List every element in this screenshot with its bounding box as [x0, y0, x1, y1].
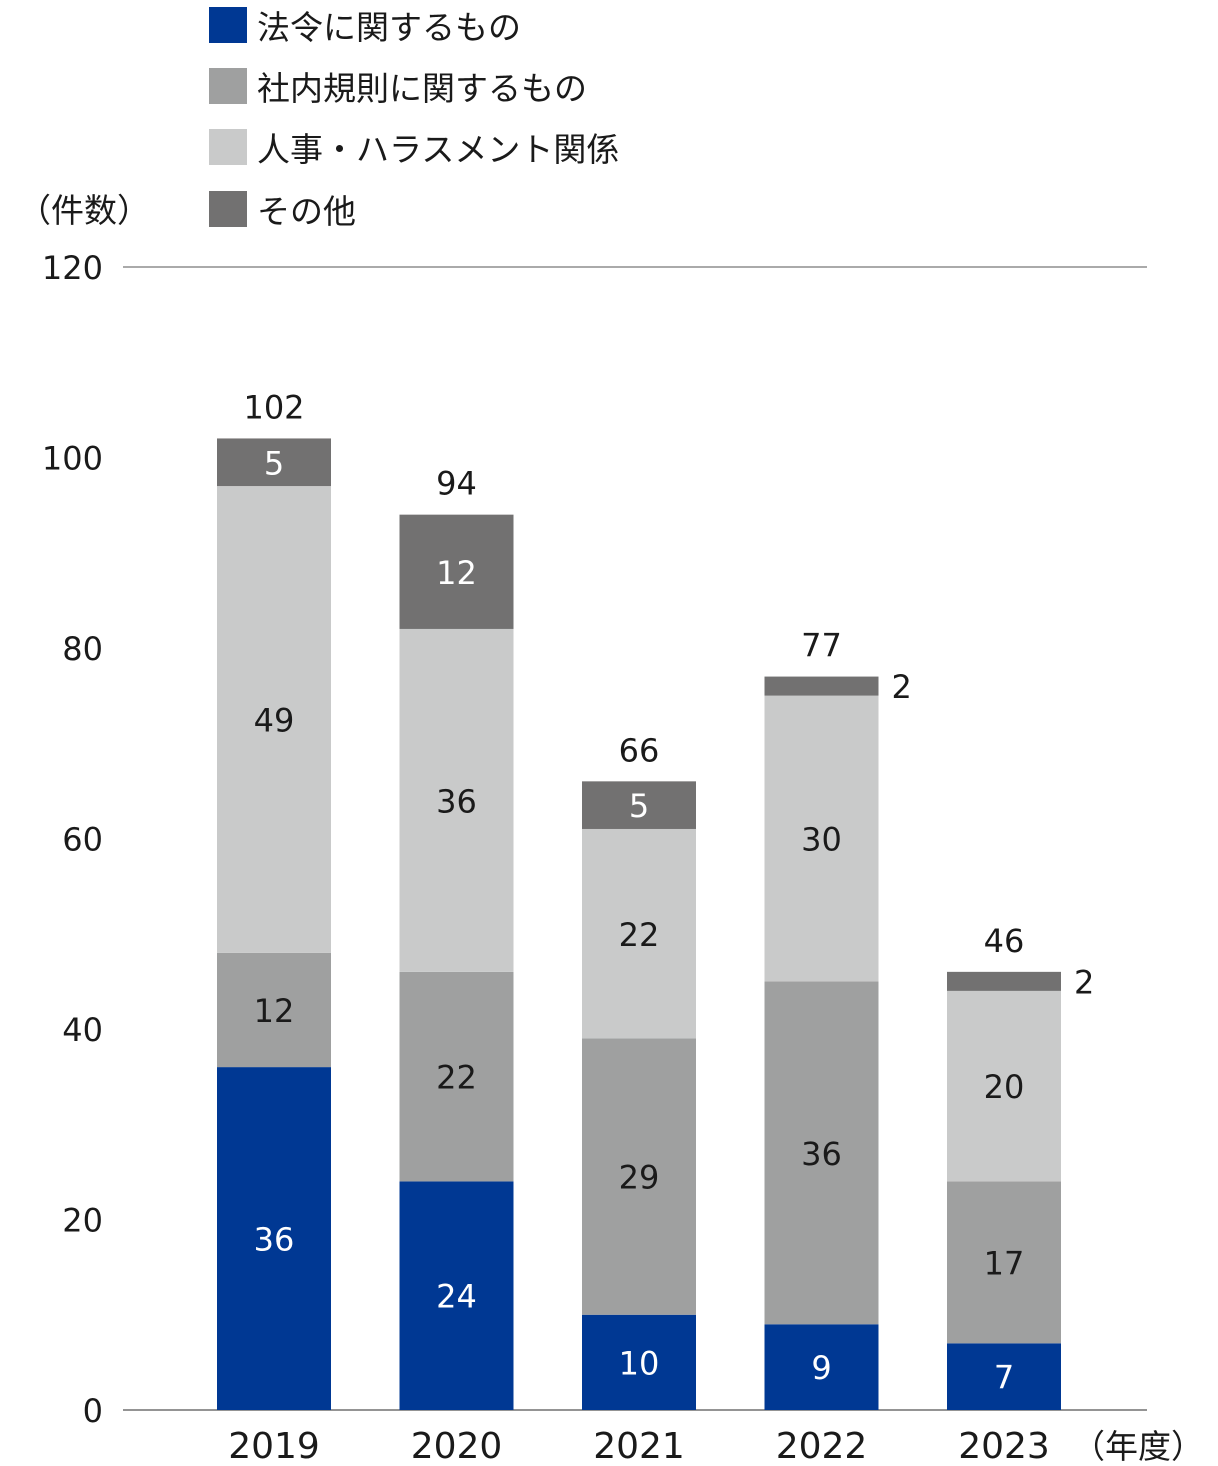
segment-value-label: 5 [264, 444, 284, 482]
bar-segment [217, 952, 331, 1068]
bar-segment [399, 1181, 514, 1410]
legend-swatch-internal-rules [209, 68, 247, 104]
y-tick-label: 120 [42, 249, 103, 287]
y-tick-label: 20 [62, 1202, 103, 1240]
bar-total-label: 102 [243, 388, 304, 426]
bar-segment [947, 1181, 1061, 1344]
legend-swatch-hr-harassment [209, 129, 247, 165]
segment-value-label: 5 [629, 787, 649, 825]
legend-item-other: その他 [209, 185, 356, 233]
legend-item-laws: 法令に関するもの [209, 1, 521, 49]
bar-segment [217, 486, 331, 953]
legend-swatch-laws [209, 7, 247, 43]
bar-segment [217, 1067, 331, 1410]
y-axis-unit-label: （件数） [18, 191, 150, 230]
segment-value-label: 22 [619, 916, 660, 954]
segment-value-label: 12 [436, 554, 477, 592]
legend-item-internal-rules: 社内規則に関するもの [209, 62, 587, 110]
bar-segment [764, 981, 879, 1325]
segment-value-label: 7 [994, 1359, 1014, 1397]
x-tick-label: 2020 [411, 1426, 503, 1466]
segment-value-label: 49 [254, 701, 295, 739]
segment-value-label: 10 [619, 1344, 660, 1382]
bar-total-label: 66 [619, 731, 660, 769]
legend-label-laws: 法令に関するもの [257, 8, 521, 47]
bar-total-label: 46 [984, 922, 1025, 960]
legend-label-internal-rules: 社内規則に関するもの [257, 69, 587, 108]
x-tick-label: 2021 [593, 1426, 685, 1466]
segment-value-label: 24 [436, 1278, 477, 1316]
bar-segment [947, 971, 1061, 991]
bar-segment [217, 438, 331, 487]
legend-label-other: その他 [257, 192, 356, 231]
x-tick-label: 2019 [228, 1426, 320, 1466]
segment-value-label: 29 [619, 1159, 660, 1197]
segment-value-label: 20 [984, 1068, 1025, 1106]
bar-segment [582, 828, 696, 1039]
legend-item-hr-harassment: 人事・ハラスメント関係 [209, 123, 619, 171]
bar-segment [399, 971, 514, 1182]
segment-value-label: 30 [801, 821, 842, 859]
bar-total-label: 94 [436, 465, 477, 503]
bar-segment [947, 990, 1061, 1182]
bar-segment [947, 1343, 1061, 1410]
x-tick-label: 2022 [776, 1426, 868, 1466]
bar-segment [582, 1314, 696, 1410]
segment-value-label: 2 [892, 668, 912, 706]
segment-value-label: 9 [811, 1349, 831, 1387]
bar-segment [582, 781, 696, 829]
y-tick-label: 100 [42, 440, 103, 478]
bar-segment [764, 695, 879, 982]
x-axis-unit-label: （年度） [1072, 1427, 1204, 1466]
segment-value-label: 36 [801, 1135, 842, 1173]
bar-segment [399, 628, 514, 972]
segment-value-label: 2 [1074, 963, 1094, 1001]
bar-segment [582, 1038, 696, 1315]
segment-value-label: 22 [436, 1059, 477, 1097]
y-tick-label: 0 [83, 1392, 103, 1430]
bar-segment [764, 676, 879, 696]
x-tick-label: 2023 [958, 1426, 1050, 1466]
legend-label-hr-harassment: 人事・ハラスメント関係 [257, 130, 620, 169]
segment-value-label: 36 [436, 782, 477, 820]
y-tick-label: 60 [62, 821, 103, 859]
legend-swatch-other [209, 191, 247, 227]
bar-total-label: 77 [801, 627, 842, 665]
bar-segment [764, 1324, 879, 1410]
segment-value-label: 12 [254, 992, 295, 1030]
y-tick-label: 80 [62, 630, 103, 668]
segment-value-label: 17 [984, 1244, 1025, 1282]
segment-value-label: 36 [254, 1221, 295, 1259]
bar-segment [399, 514, 514, 629]
y-tick-label: 40 [62, 1011, 103, 1049]
